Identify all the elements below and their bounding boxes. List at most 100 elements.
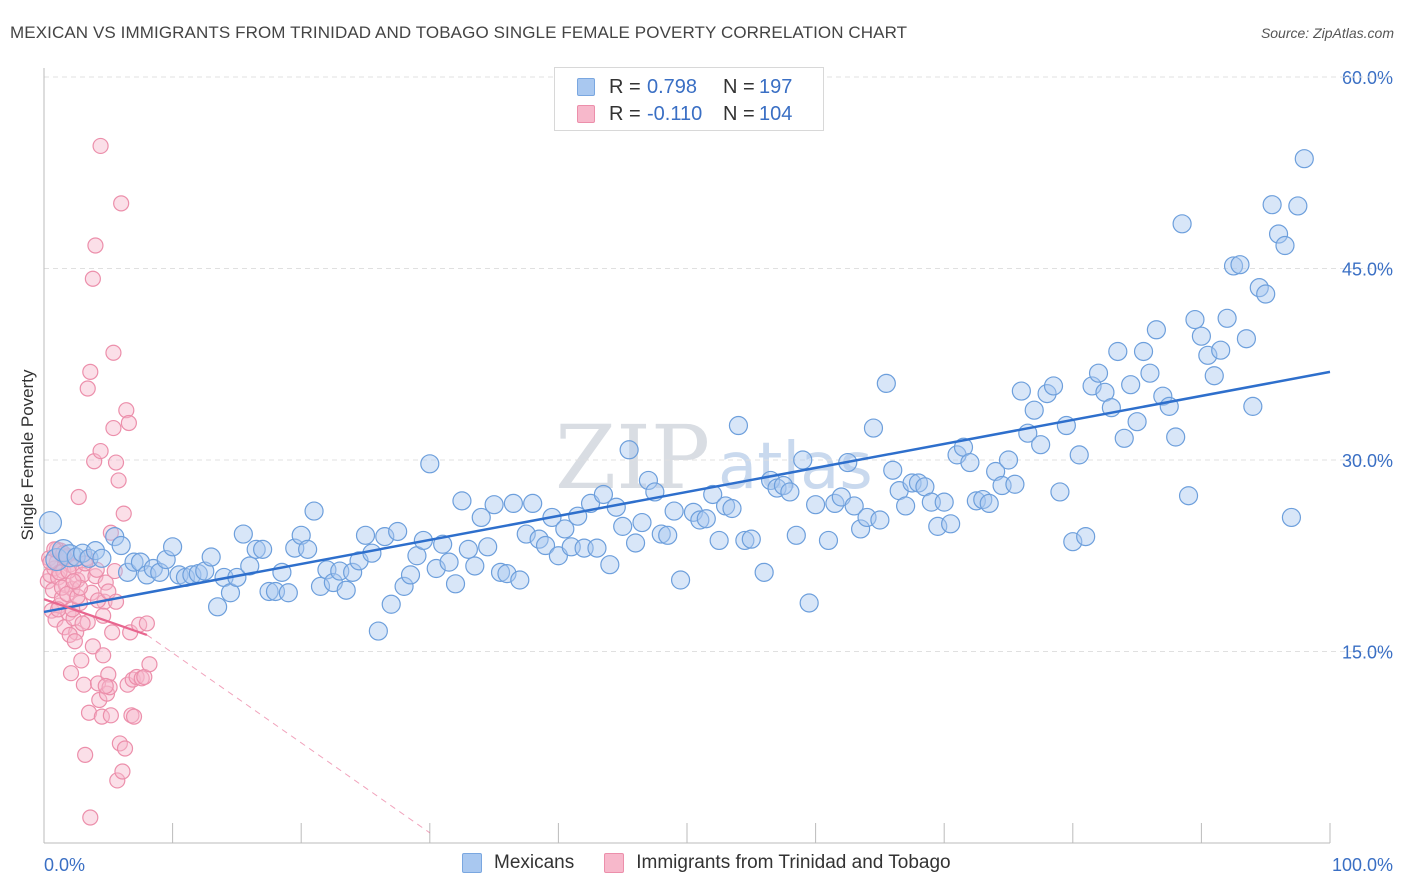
legend-r-value: 0.798 [647, 75, 698, 98]
data-point-mexicans [478, 537, 498, 557]
data-point-mexicans [85, 541, 106, 561]
data-point-mexicans [902, 473, 922, 493]
data-point-mexicans [343, 562, 363, 582]
data-point-mexicans [1191, 326, 1212, 346]
data-point-mexicans [1114, 428, 1134, 448]
data-point-mexicans [92, 548, 112, 568]
data-point-mexicans [613, 516, 633, 536]
chart-title: MEXICAN VS IMMIGRANTS FROM TRINIDAD AND … [10, 23, 908, 42]
y-tick-label: 15.0% [1342, 643, 1393, 663]
data-point-trinidad [92, 137, 109, 155]
data-point-mexicans [722, 498, 742, 519]
data-point-trinidad [61, 626, 78, 644]
data-point-trinidad [110, 472, 127, 489]
data-point-trinidad [141, 656, 158, 673]
data-point-trinidad [102, 707, 119, 724]
data-point-trinidad [109, 772, 126, 789]
data-point-mexicans [1230, 255, 1250, 275]
data-point-mexicans [1198, 345, 1218, 365]
data-point-trinidad [74, 615, 91, 632]
data-point-mexicans [1211, 340, 1231, 360]
data-point-mexicans [516, 524, 536, 544]
data-point-mexicans [632, 512, 652, 533]
data-point-mexicans [1088, 363, 1109, 383]
data-point-mexicans [786, 525, 806, 545]
data-point-trinidad [84, 270, 101, 287]
data-point-mexicans [394, 576, 414, 596]
legend-item-mexicans[interactable]: Mexicans [462, 852, 574, 874]
data-point-mexicans [1172, 214, 1192, 234]
data-point-mexicans [703, 484, 723, 505]
data-point-mexicans [600, 555, 620, 575]
data-point-mexicans [1281, 507, 1302, 528]
data-point-mexicans [863, 418, 884, 438]
data-point-trinidad [95, 647, 112, 664]
legend-swatch-trinidad [577, 105, 595, 123]
data-point-mexicans [278, 583, 298, 603]
trendline-trinidad [43, 598, 148, 636]
data-point-mexicans [1127, 412, 1147, 432]
data-point-mexicans [445, 574, 466, 594]
data-point-mexicans [291, 525, 311, 545]
data-point-mexicans [1166, 427, 1186, 447]
legend-item-trinidad[interactable]: Immigrants from Trinidad and Tobago [604, 852, 951, 874]
legend-r-value: -0.110 [647, 102, 703, 125]
y-tick-label: 60.0% [1342, 68, 1393, 88]
data-point-trinidad [102, 524, 119, 541]
data-point-mexicans [259, 581, 279, 602]
data-point-mexicans [593, 484, 614, 505]
stats-legend: R = 0.798 N = 197 R = -0.110 N = 104 [554, 67, 824, 131]
data-point-trinidad [65, 573, 82, 590]
data-point-trinidad [84, 638, 101, 655]
x-tick-label: 0.0% [44, 855, 85, 875]
data-point-mexicans [298, 539, 318, 559]
data-point-mexicans [1288, 196, 1308, 216]
data-point-mexicans [741, 529, 761, 549]
data-point-mexicans [1146, 320, 1166, 340]
data-point-mexicans [458, 539, 478, 559]
data-point-mexicans [1133, 341, 1154, 362]
data-point-mexicans [1005, 474, 1025, 494]
data-point-mexicans [1223, 256, 1244, 276]
data-point-trinidad [77, 746, 94, 764]
data-point-mexicans [979, 493, 999, 514]
data-point-mexicans [304, 501, 324, 521]
data-point-mexicans [535, 535, 556, 556]
data-point-trinidad [70, 488, 87, 506]
data-point-trinidad [62, 665, 80, 682]
data-point-mexicans [420, 454, 440, 474]
data-point-mexicans [38, 510, 63, 535]
data-point-mexicans [510, 570, 530, 590]
data-point-mexicans [253, 539, 273, 559]
data-point-mexicans [690, 510, 710, 530]
data-point-trinidad [114, 763, 131, 780]
data-point-mexicans [934, 492, 954, 512]
data-point-mexicans [310, 576, 331, 596]
data-point-mexicans [876, 373, 896, 393]
legend-row-mexicans: R = 0.798 N = 197 [577, 76, 792, 98]
data-point-trinidad [125, 708, 143, 725]
data-point-mexicans [400, 565, 421, 585]
data-point-mexicans [111, 535, 131, 556]
data-point-mexicans [658, 525, 678, 545]
data-point-mexicans [490, 562, 511, 582]
data-point-mexicans [780, 482, 800, 502]
data-point-mexicans [1178, 486, 1199, 506]
data-point-mexicans [896, 496, 916, 516]
data-point-mexicans [728, 415, 749, 436]
data-point-trinidad [105, 344, 122, 361]
data-point-mexicans [1217, 308, 1237, 328]
data-point-mexicans [1204, 366, 1224, 386]
data-point-mexicans [1121, 375, 1141, 395]
legend-label-mexicans: Mexicans [494, 852, 575, 873]
data-point-mexicans [355, 525, 376, 545]
data-point-trinidad [113, 195, 130, 212]
data-point-mexicans [870, 510, 890, 530]
data-point-mexicans [986, 461, 1006, 482]
data-point-mexicans [941, 514, 961, 534]
data-point-trinidad [138, 615, 155, 632]
data-point-mexicans [1236, 329, 1257, 349]
watermark: atlas [718, 430, 873, 504]
data-point-mexicans [1185, 309, 1205, 330]
data-point-trinidad [120, 414, 137, 432]
